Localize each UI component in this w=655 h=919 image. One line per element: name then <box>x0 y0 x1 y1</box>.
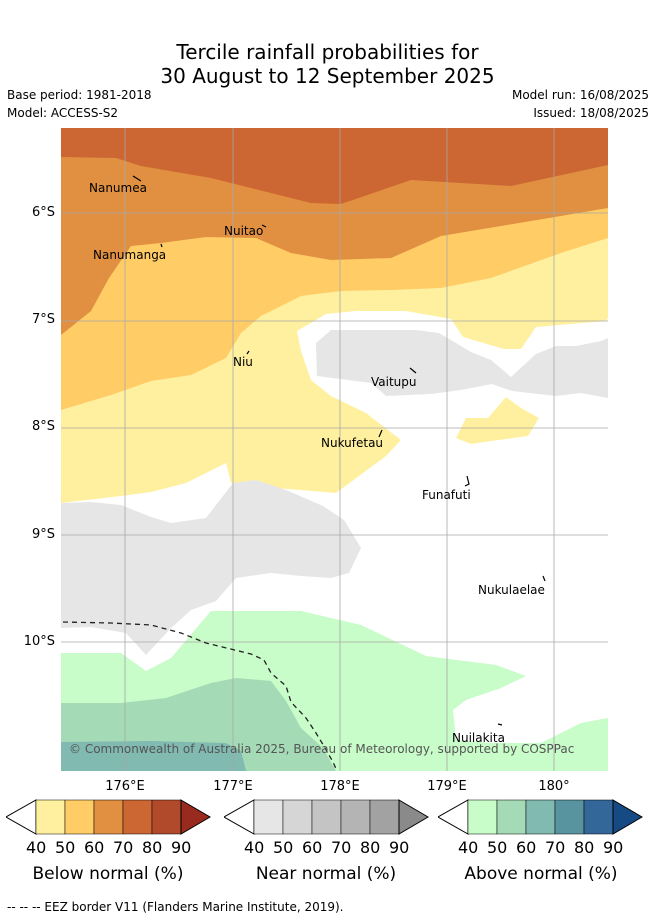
lon-label-176e: 176°E <box>105 779 145 794</box>
cbar-near-tick-40: 40 <box>244 838 265 857</box>
cbar-above-tick-40: 40 <box>458 838 479 857</box>
island-shapes <box>132 175 546 726</box>
cbar-near-tick-80: 80 <box>360 838 381 857</box>
cbar-above-tick-60: 60 <box>516 838 537 857</box>
island-label-nuilakita: Nuilakita <box>452 731 505 745</box>
lat-label-7s: 7°S <box>31 312 55 327</box>
cbar-above-tick-90: 90 <box>603 838 624 857</box>
map-title: Tercile rainfall probabilities for 30 Au… <box>0 40 655 88</box>
colorbar-above-title: Above normal (%) <box>464 864 618 884</box>
cbar-below-tick-70: 70 <box>113 838 134 857</box>
island-labels: Nanumea Nuitao Nanumanga Niu Vaitupu Nuk… <box>61 128 608 771</box>
lat-label-8s: 8°S <box>31 419 55 434</box>
cbar-below-tick-80: 80 <box>142 838 163 857</box>
eez-border-line <box>62 621 338 771</box>
cbar-near-tick-90: 90 <box>389 838 410 857</box>
colorbar-near-swatches <box>253 799 400 835</box>
title-line-2: 30 August to 12 September 2025 <box>160 64 495 88</box>
island-label-nuitao: Nuitao <box>224 224 264 238</box>
island-label-nukulaelae: Nukulaelae <box>478 583 545 597</box>
cbar-near-tick-70: 70 <box>331 838 352 857</box>
model-name: Model: ACCESS-S2 <box>7 106 119 120</box>
colorbar-near <box>224 799 429 835</box>
colorbar-below <box>6 799 211 835</box>
cbar-above-tick-80: 80 <box>574 838 595 857</box>
lat-label-6s: 6°S <box>31 205 55 220</box>
lon-label-177e: 177°E <box>213 779 253 794</box>
eez-legend-note: -- -- -- EEZ border V11 (Flanders Marine… <box>7 900 344 914</box>
band-near-grey-north <box>316 330 608 398</box>
title-line-1: Tercile rainfall probabilities for <box>176 40 479 64</box>
cbar-below-tick-40: 40 <box>26 838 47 857</box>
model-run: Model run: 16/08/2025 <box>511 88 649 102</box>
cbar-above-tick-50: 50 <box>487 838 508 857</box>
cbar-below-tick-90: 90 <box>171 838 192 857</box>
rainfall-map <box>61 128 608 771</box>
colorbar-above <box>438 799 643 835</box>
base-period: Base period: 1981-2018 <box>7 88 152 102</box>
cbar-above-tick-70: 70 <box>545 838 566 857</box>
island-label-funafuti: Funafuti <box>422 488 471 502</box>
island-label-vaitupu: Vaitupu <box>371 375 417 389</box>
island-label-nanumea: Nanumea <box>89 181 147 195</box>
cbar-below-tick-60: 60 <box>84 838 105 857</box>
colorbar-above-swatches <box>467 799 614 835</box>
lat-label-9s: 9°S <box>31 527 55 542</box>
colorbar-near-title: Near normal (%) <box>255 864 397 884</box>
colorbar-below-swatches <box>35 799 182 835</box>
cbar-near-tick-60: 60 <box>302 838 323 857</box>
cbar-below-tick-50: 50 <box>55 838 76 857</box>
issued-date: Issued: 18/08/2025 <box>533 106 649 120</box>
band-near-grey-west <box>61 480 361 655</box>
band-above-60 <box>61 741 246 771</box>
lon-label-178e: 178°E <box>320 779 360 794</box>
lon-label-180: 180° <box>538 779 570 794</box>
island-label-nukufetau: Nukufetau <box>321 436 384 450</box>
lon-label-179e: 179°E <box>427 779 467 794</box>
island-label-niu: Niu <box>233 355 253 369</box>
band-below-40-patch <box>456 397 539 444</box>
colorbar-below-title: Below normal (%) <box>32 864 184 884</box>
colorbar-ticks: 40 50 60 70 80 90 40 50 60 70 80 90 40 5… <box>0 838 655 858</box>
cbar-near-tick-50: 50 <box>273 838 294 857</box>
lat-label-10s: 10°S <box>23 634 55 649</box>
copyright-notice: © Commonwealth of Australia 2025, Bureau… <box>69 742 575 756</box>
island-label-nanumanga: Nanumanga <box>93 248 167 262</box>
graticule <box>61 128 608 771</box>
